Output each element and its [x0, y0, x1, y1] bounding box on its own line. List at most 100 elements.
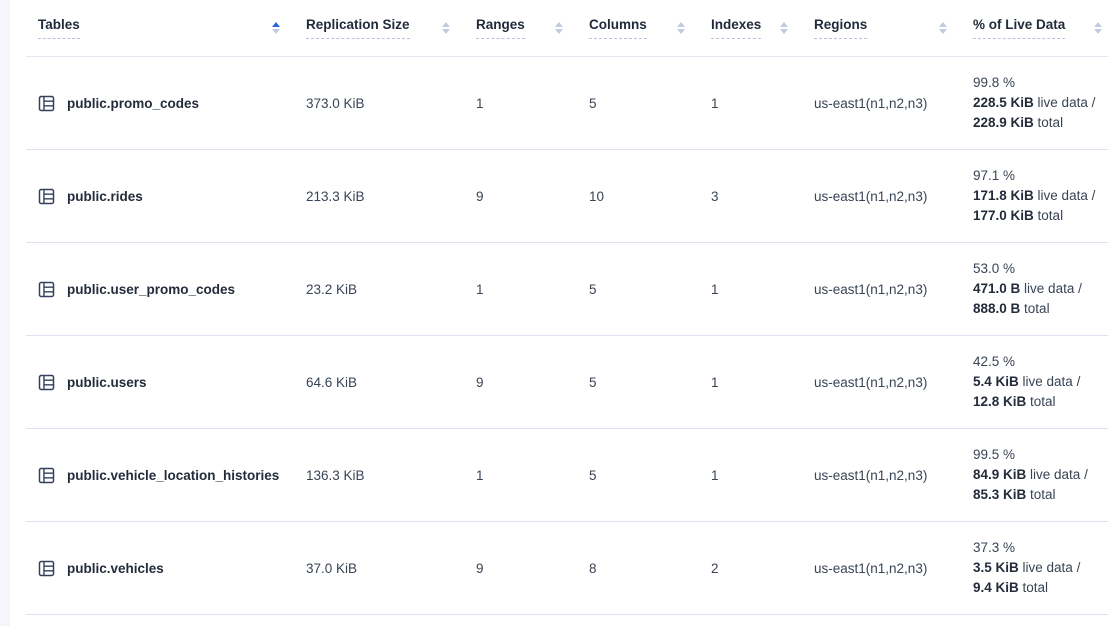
sort-icon[interactable] — [677, 22, 685, 34]
sort-icon[interactable] — [442, 22, 450, 34]
live-size-suffix: live data / — [1020, 281, 1082, 296]
table-row[interactable]: public.vehicle_location_histories 136.3 … — [26, 429, 1108, 522]
table-name: public.promo_codes — [67, 95, 200, 111]
column-header-ranges[interactable]: Ranges — [476, 0, 589, 56]
regions-cell: us-east1(n1,n2,n3) — [814, 560, 928, 576]
indexes-cell: 2 — [711, 560, 719, 576]
total-size-suffix: total — [1020, 301, 1050, 316]
live-data-cell: 99.5 % 84.9 KiB live data / 85.3 KiB tot… — [973, 445, 1108, 505]
table-row[interactable]: public.vehicles 37.0 KiB 9 8 2 us-east1(… — [26, 522, 1108, 615]
live-size-suffix: live data / — [1026, 467, 1088, 482]
column-header-label: Indexes — [711, 17, 762, 39]
total-size: 228.9 KiB — [973, 115, 1034, 130]
sort-desc-arrow-icon — [780, 29, 788, 34]
indexes-cell: 3 — [711, 188, 719, 204]
columns-cell: 8 — [589, 560, 597, 576]
table-icon — [38, 281, 55, 298]
total-size-suffix: total — [1026, 394, 1056, 409]
table-name-cell[interactable]: public.promo_codes — [26, 95, 306, 112]
replication-size-cell: 213.3 KiB — [306, 188, 365, 204]
sort-asc-arrow-icon — [939, 22, 947, 27]
table-name: public.vehicles — [67, 560, 164, 576]
replication-size-cell: 64.6 KiB — [306, 374, 358, 390]
column-header-label: Replication Size — [306, 17, 410, 39]
table-icon — [38, 188, 55, 205]
sort-icon[interactable] — [1094, 22, 1102, 34]
sort-icon[interactable] — [939, 22, 947, 34]
live-size-suffix: live data / — [1033, 95, 1096, 110]
table-name-cell[interactable]: public.users — [26, 374, 306, 391]
column-header-label: Columns — [589, 17, 647, 39]
table-name-cell[interactable]: public.vehicles — [26, 560, 306, 577]
table-name: public.users — [67, 374, 147, 390]
table-row[interactable]: public.users 64.6 KiB 9 5 1 us-east1(n1,… — [26, 336, 1108, 429]
table-icon — [38, 95, 55, 112]
live-data-cell: 97.1 % 171.8 KiB live data / 177.0 KiB t… — [973, 166, 1108, 226]
live-percent: 97.1 % — [973, 168, 1016, 183]
table-body: public.promo_codes 373.0 KiB 1 5 1 us-ea… — [26, 57, 1108, 615]
sort-desc-arrow-icon — [442, 29, 450, 34]
live-size-suffix: live data / — [1018, 560, 1081, 575]
column-header-label: Regions — [814, 17, 868, 39]
live-size-line: 5.4 KiB live data / — [973, 372, 1108, 392]
table-row[interactable]: public.user_promo_codes 23.2 KiB 1 5 1 u… — [26, 243, 1108, 336]
live-percent: 99.5 % — [973, 447, 1016, 462]
table-row[interactable]: public.promo_codes 373.0 KiB 1 5 1 us-ea… — [26, 57, 1108, 150]
ranges-cell: 1 — [476, 467, 484, 483]
table-name-cell[interactable]: public.vehicle_location_histories — [26, 467, 306, 484]
total-size-suffix: total — [1033, 208, 1064, 223]
total-size-line: 12.8 KiB total — [973, 392, 1108, 412]
sort-asc-arrow-icon — [272, 22, 280, 27]
live-size: 84.9 KiB — [973, 467, 1027, 482]
table-icon — [38, 560, 55, 577]
ranges-cell: 1 — [476, 281, 484, 297]
live-size-line: 228.5 KiB live data / — [973, 93, 1108, 113]
table-icon — [38, 374, 55, 391]
replication-size-cell: 37.0 KiB — [306, 560, 358, 576]
total-size-line: 888.0 B total — [973, 299, 1108, 319]
live-size: 171.8 KiB — [973, 188, 1034, 203]
replication-size-cell: 23.2 KiB — [306, 281, 358, 297]
sort-icon[interactable] — [555, 22, 563, 34]
column-header-tables[interactable]: Tables — [26, 0, 306, 56]
column-header-replication-size[interactable]: Replication Size — [306, 0, 476, 56]
sort-desc-arrow-icon — [555, 29, 563, 34]
column-header-indexes[interactable]: Indexes — [711, 0, 814, 56]
regions-cell: us-east1(n1,n2,n3) — [814, 95, 928, 111]
sort-icon[interactable] — [272, 22, 280, 34]
live-size: 228.5 KiB — [973, 95, 1034, 110]
live-data-cell: 99.8 % 228.5 KiB live data / 228.9 KiB t… — [973, 73, 1108, 133]
database-tables-table: Tables Replication Size Ranges Columns I… — [10, 0, 1114, 615]
total-size-line: 228.9 KiB total — [973, 113, 1108, 133]
sort-asc-arrow-icon — [1094, 22, 1102, 27]
total-size: 177.0 KiB — [973, 208, 1034, 223]
total-size: 888.0 B — [973, 301, 1021, 316]
column-header-columns[interactable]: Columns — [589, 0, 711, 56]
total-size-line: 9.4 KiB total — [973, 578, 1108, 598]
indexes-cell: 1 — [711, 281, 719, 297]
total-size-line: 177.0 KiB total — [973, 206, 1108, 226]
column-header-live-data[interactable]: % of Live Data — [973, 0, 1108, 56]
live-percent: 42.5 % — [973, 354, 1016, 369]
live-percent: 53.0 % — [973, 261, 1016, 276]
table-name-cell[interactable]: public.user_promo_codes — [26, 281, 306, 298]
sort-desc-arrow-icon — [1094, 29, 1102, 34]
live-size-line: 84.9 KiB live data / — [973, 465, 1108, 485]
replication-size-cell: 373.0 KiB — [306, 95, 365, 111]
live-size-line: 471.0 B live data / — [973, 279, 1108, 299]
sort-desc-arrow-icon — [272, 29, 280, 34]
sort-asc-arrow-icon — [677, 22, 685, 27]
ranges-cell: 1 — [476, 95, 484, 111]
live-size: 5.4 KiB — [973, 374, 1019, 389]
table-name-cell[interactable]: public.rides — [26, 188, 306, 205]
sort-icon[interactable] — [780, 22, 788, 34]
regions-cell: us-east1(n1,n2,n3) — [814, 281, 928, 297]
table-name: public.vehicle_location_histories — [67, 467, 280, 483]
indexes-cell: 1 — [711, 467, 719, 483]
ranges-cell: 9 — [476, 188, 484, 204]
column-header-regions[interactable]: Regions — [814, 0, 973, 56]
columns-cell: 5 — [589, 374, 597, 390]
page-background-strip — [0, 0, 10, 626]
indexes-cell: 1 — [711, 95, 719, 111]
table-row[interactable]: public.rides 213.3 KiB 9 10 3 us-east1(n… — [26, 150, 1108, 243]
